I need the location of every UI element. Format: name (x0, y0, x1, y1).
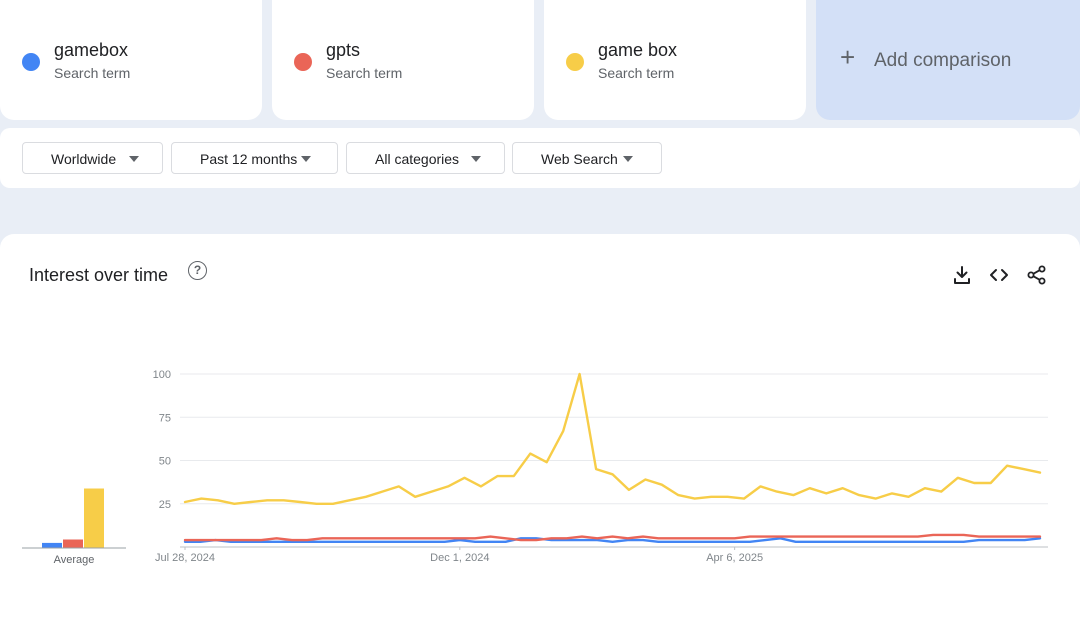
y-tick-label: 75 (159, 412, 171, 424)
chevron-down-icon (301, 156, 311, 162)
x-tick-label: Jul 28, 2024 (155, 552, 215, 564)
property-filter-dropdown[interactable]: Web Search (512, 142, 662, 174)
time-filter-label: Past 12 months (200, 151, 298, 167)
time-filter-dropdown[interactable]: Past 12 months (171, 142, 338, 174)
series-line-gpts[interactable] (183, 533, 1042, 542)
series-line-gamebox[interactable] (183, 537, 1042, 544)
plus-icon: + (840, 42, 856, 72)
add-comparison-label: Add comparison (874, 50, 1012, 71)
average-bar-gamebox[interactable] (42, 542, 62, 548)
term-name: gamebox (54, 40, 129, 60)
term-card-game-box[interactable]: game box Search term (544, 0, 806, 120)
help-icon[interactable]: ? (188, 261, 207, 280)
term-name: game box (598, 40, 678, 60)
term-color-dot (22, 53, 40, 71)
x-tick-label: Apr 6, 2025 (706, 552, 763, 564)
region-filter-label: Worldwide (51, 151, 117, 167)
panel-title: Interest over time (29, 265, 169, 285)
term-card-gpts[interactable]: gpts Search term (272, 0, 534, 120)
term-color-dot (294, 53, 312, 71)
chevron-down-icon (129, 156, 139, 162)
region-filter-dropdown[interactable]: Worldwide (22, 142, 163, 174)
property-filter-label: Web Search (541, 151, 618, 167)
download-icon[interactable] (951, 264, 973, 286)
chevron-down-icon (623, 156, 633, 162)
embed-icon[interactable] (988, 264, 1010, 286)
interest-over-time-panel: Interest over time ? Average 25 50 75 100 J… (0, 234, 1080, 630)
category-filter-dropdown[interactable]: All categories (346, 142, 505, 174)
term-type: Search term (598, 65, 675, 81)
filters-bar: Worldwide Past 12 months All categories … (0, 128, 1080, 188)
average-bar-gpts[interactable] (63, 539, 83, 549)
average-bar-game-box[interactable] (84, 488, 104, 549)
add-comparison-button[interactable]: + Add comparison (816, 0, 1080, 120)
term-type: Search term (54, 65, 131, 81)
share-icon[interactable] (1026, 264, 1048, 286)
term-type: Search term (326, 65, 403, 81)
y-tick-label: 50 (159, 456, 171, 468)
interest-line-chart: 25 50 75 100 Jul 28, 2024 Dec 1, 2024 Apr 6, … (153, 369, 1048, 564)
term-color-dot (566, 53, 584, 71)
series-line-game-box[interactable] (183, 372, 1042, 506)
term-card-gamebox[interactable]: gamebox Search term (0, 0, 262, 120)
x-tick-label: Dec 1, 2024 (430, 552, 489, 564)
chevron-down-icon (471, 156, 481, 162)
y-tick-label: 25 (159, 499, 171, 511)
average-label: Average (54, 554, 95, 566)
term-name: gpts (326, 40, 361, 60)
average-bar-chart: Average (22, 488, 126, 566)
search-terms-bar: gamebox Search term gpts Search term gam… (0, 0, 1080, 120)
category-filter-label: All categories (375, 151, 460, 167)
y-tick-label: 100 (153, 369, 171, 381)
